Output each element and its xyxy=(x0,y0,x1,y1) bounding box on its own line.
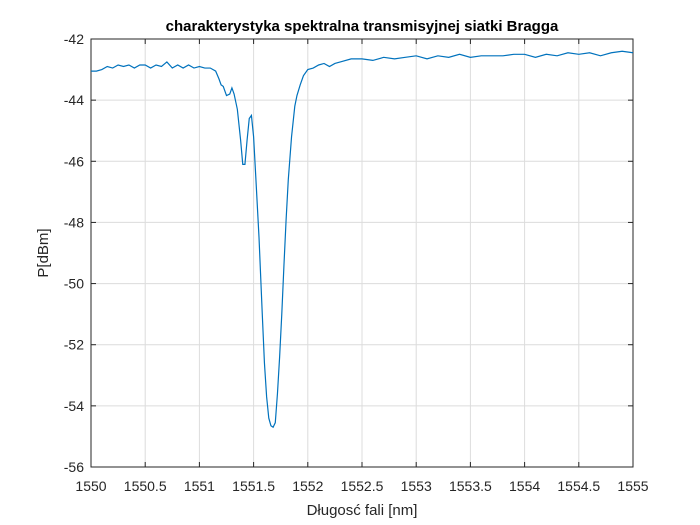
x-tick-label: 1550.5 xyxy=(124,478,167,494)
x-tick-label: 1554 xyxy=(509,478,540,494)
x-tick-label: 1554.5 xyxy=(557,478,600,494)
x-tick-label: 1551.5 xyxy=(232,478,275,494)
y-tick-label: -42 xyxy=(64,31,84,47)
x-tick-label: 1552 xyxy=(292,478,323,494)
y-tick-label: -56 xyxy=(64,459,84,475)
y-tick-label: -48 xyxy=(64,214,84,230)
x-tick-label: 1551 xyxy=(184,478,215,494)
tick-labels: 1550 1550.5 1551 1551.5 1552 1552.5 1553 1553.5… xyxy=(64,31,649,494)
series-line xyxy=(91,50,634,429)
x-tick-label: 1553.5 xyxy=(449,478,492,494)
x-tick-label: 1550 xyxy=(75,478,106,494)
y-tick-label: -52 xyxy=(64,337,84,353)
y-axis-label: P[dBm] xyxy=(35,228,52,277)
y-tick-label: -54 xyxy=(64,398,84,414)
y-tick-label: -44 xyxy=(64,92,84,108)
y-tick-label: -50 xyxy=(64,276,84,292)
grid xyxy=(90,38,634,468)
x-tick-label: 1553 xyxy=(401,478,432,494)
y-tick-label: -46 xyxy=(64,153,84,169)
x-tick-label: 1555 xyxy=(617,478,648,494)
axis-ticks xyxy=(90,38,634,468)
x-axis-label: Długosć fali [nm] xyxy=(307,502,418,519)
x-tick-label: 1552.5 xyxy=(341,478,384,494)
chart-title: charakterystyka spektralna transmisyjnej… xyxy=(166,18,559,35)
